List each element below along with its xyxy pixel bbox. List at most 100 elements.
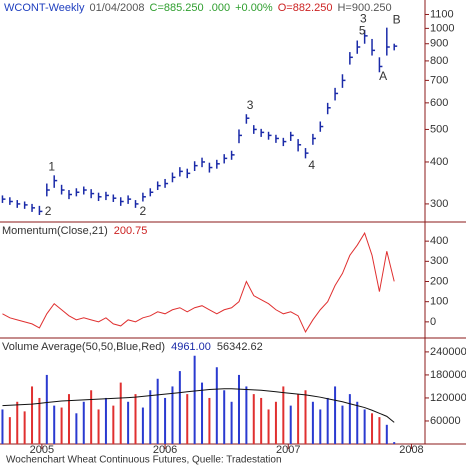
volume-bar	[208, 397, 211, 444]
panel-title-part: 200.75	[114, 225, 148, 237]
header-item: C=885.250	[150, 2, 204, 14]
wave-label: 3	[360, 12, 367, 26]
y-tick-label: 500	[430, 123, 448, 135]
momentum-line	[2, 231, 395, 334]
volume-bar	[334, 386, 337, 444]
y-tick-label: 800	[430, 55, 448, 67]
volume-bar	[119, 382, 122, 444]
y-tick-label: 400	[430, 156, 448, 168]
volume-bar	[201, 382, 204, 444]
volume-bar	[53, 405, 56, 444]
panel-title-part: Volume Average(50,50,Blue,Red)	[2, 341, 165, 353]
volume-bar	[385, 424, 388, 444]
y-tick-label: 300	[430, 198, 448, 210]
volume-bar	[134, 394, 137, 444]
wave-label: 3	[247, 98, 254, 112]
volume-bar	[171, 386, 174, 444]
wave-label: 2	[140, 204, 147, 218]
x-tick-label: 2006	[153, 444, 177, 456]
y-tick-label: 180000	[430, 369, 466, 381]
wave-label: 4	[308, 158, 315, 172]
volume-bar	[356, 401, 359, 444]
panel-title: Momentum(Close,21) 200.75	[2, 225, 147, 237]
volume-bar	[149, 390, 152, 444]
volume-bar	[282, 386, 285, 444]
volume-bar	[178, 371, 181, 444]
volume-bar	[348, 394, 351, 444]
volume-bar	[104, 397, 107, 444]
volume-bar	[260, 397, 263, 444]
volume-bar	[112, 405, 115, 444]
panel-title-part: 4961.00	[171, 341, 211, 353]
y-tick-label: 60000	[430, 415, 461, 427]
volume-bar	[193, 355, 196, 444]
volume-bar	[186, 394, 189, 444]
volume-bar	[289, 405, 292, 444]
header-item: +0.00%	[235, 2, 273, 14]
volume-bar	[237, 374, 240, 444]
y-tick-label: 0	[430, 316, 436, 328]
wave-label: A	[379, 69, 387, 83]
volume-bar	[215, 367, 218, 444]
volume-bar	[67, 394, 70, 444]
y-tick-label: 700	[430, 74, 448, 86]
volume-bar	[97, 409, 100, 444]
volume-bar	[38, 397, 41, 444]
volume-bar	[45, 374, 48, 444]
panel-title-part: 56342.62	[217, 341, 263, 353]
header-item: O=882.250	[278, 2, 333, 14]
volume-average	[2, 388, 395, 423]
volume-bar	[31, 386, 34, 444]
volume-bar	[223, 390, 226, 444]
volume-bar	[1, 409, 4, 444]
x-tick-label: 2008	[399, 444, 423, 456]
volume-bar	[141, 407, 144, 444]
volume-bar	[127, 401, 130, 444]
y-tick-label: 120000	[430, 392, 466, 404]
volume-bar	[245, 386, 248, 444]
volume-bar	[371, 413, 374, 444]
y-tick-label: 600	[430, 97, 448, 109]
panel-title-part: Momentum(Close,21)	[2, 225, 108, 237]
header-item: WCONT-Weekly	[4, 2, 85, 14]
y-tick-label: 400	[430, 235, 448, 247]
wave-label: 5	[359, 23, 366, 37]
volume-bar	[230, 401, 233, 444]
volume-bar	[326, 397, 329, 444]
y-tick-label: 100	[430, 296, 448, 308]
volume-bar	[274, 401, 277, 444]
volume-bar	[393, 442, 396, 444]
header: WCONT-Weekly 01/04/2008 C=885.250 .000 +0.00…	[4, 2, 392, 14]
y-tick-label: 1000	[430, 22, 454, 34]
footer: Wochenchart Wheat Continuous Futures, Qu…	[6, 455, 282, 465]
x-tick-label: 2005	[30, 444, 54, 456]
volume-bar	[378, 417, 381, 444]
header-item: H=900.250	[337, 2, 391, 14]
x-tick-label: 2007	[276, 444, 300, 456]
y-tick-label: 900	[430, 38, 448, 50]
volume-bar	[156, 378, 159, 444]
volume-bar	[341, 405, 344, 444]
header-item: .000	[209, 2, 230, 14]
y-tick-label: 240000	[430, 346, 466, 358]
volume-bar	[164, 397, 167, 444]
y-tick-label: 300	[430, 255, 448, 267]
volume-bar	[90, 390, 93, 444]
volume-bar	[319, 409, 322, 444]
header-item: 01/04/2008	[89, 2, 144, 14]
volume-bar	[60, 407, 63, 444]
volume-bar	[8, 417, 11, 444]
wave-label: B	[393, 13, 401, 27]
volume-bar	[252, 394, 255, 444]
wave-label: 1	[48, 159, 55, 173]
volume-bar	[16, 401, 19, 444]
panel-title: Volume Average(50,50,Blue,Red) 4961.00 563…	[2, 341, 263, 353]
volume-bar	[297, 394, 300, 444]
volume-bar	[304, 390, 307, 444]
volume-bar	[23, 411, 26, 444]
volume-bar	[267, 409, 270, 444]
volume-bar	[311, 401, 314, 444]
volume-bar	[75, 413, 78, 444]
